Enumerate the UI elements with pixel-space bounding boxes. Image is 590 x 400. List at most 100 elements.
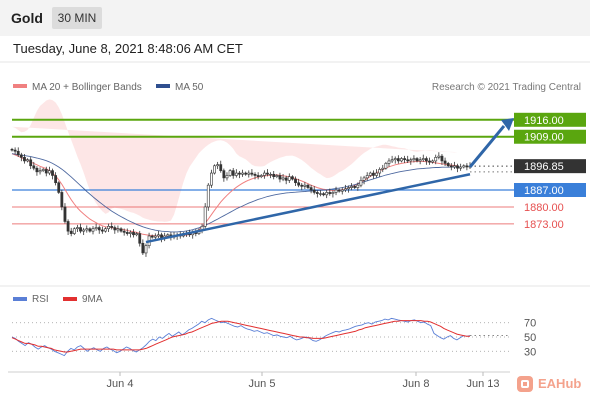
candle-body: [331, 192, 335, 194]
candle: [443, 157, 447, 167]
watermark-text: EAHub: [538, 376, 582, 391]
target-arrow-shaft: [468, 125, 506, 168]
candle: [144, 243, 148, 257]
candle: [141, 239, 145, 256]
candle: [51, 168, 54, 180]
candle: [116, 225, 120, 233]
x-axis: Jun 4 Jun 5 Jun 8 Jun 13: [107, 372, 500, 390]
candle: [340, 187, 344, 195]
candle-body: [97, 227, 101, 231]
candle: [359, 176, 363, 188]
candle: [278, 172, 282, 183]
candle: [60, 189, 64, 211]
candle: [10, 147, 14, 152]
candle: [150, 234, 154, 239]
candle-body: [372, 172, 375, 176]
candle: [213, 164, 216, 175]
candle-body: [465, 165, 469, 168]
level-label-1873.00: 1873.00: [524, 219, 564, 231]
candle: [266, 169, 269, 177]
chart-frame: [0, 61, 590, 373]
candle-body: [453, 165, 456, 168]
candle-body: [309, 187, 313, 191]
candle-body: [51, 170, 54, 176]
candle-body: [219, 164, 223, 171]
candle-body: [57, 182, 61, 193]
candle-body: [306, 184, 310, 188]
candle: [396, 155, 400, 164]
candle: [94, 223, 98, 231]
candle-body: [119, 228, 123, 232]
candle-body: [153, 235, 157, 238]
candle: [459, 163, 463, 171]
candle-body: [110, 226, 114, 228]
legend: MA 20 + Bollinger Bands MA 50 Research ©…: [13, 82, 581, 93]
candle: [113, 225, 117, 234]
candle-body: [449, 165, 453, 168]
candle: [157, 230, 160, 239]
candle: [291, 175, 294, 181]
candle: [350, 183, 354, 191]
candle-body: [85, 228, 89, 231]
candle-body: [337, 189, 341, 192]
candle-body: [303, 184, 307, 187]
candle-body: [69, 230, 73, 234]
candle-body: [29, 159, 33, 167]
rsi-tick-30: 30: [524, 346, 536, 358]
level-labels: 1916.00 1909.00 1896.85 1887.00 1880.00 1873.…: [514, 112, 586, 231]
candle: [412, 155, 416, 163]
candle-body: [94, 227, 98, 230]
candle: [437, 152, 441, 160]
candle: [244, 171, 248, 176]
candle-body: [359, 180, 363, 186]
candle: [393, 156, 397, 164]
legend-label-rsi: RSI: [32, 294, 49, 305]
candle: [384, 161, 388, 170]
candle-body: [262, 172, 266, 176]
candle-body: [437, 155, 441, 158]
candle-body: [421, 158, 425, 161]
candle-body: [446, 163, 450, 167]
candle: [110, 222, 114, 230]
candle-body: [319, 193, 322, 195]
candle-body: [144, 245, 148, 254]
candle-body: [353, 186, 357, 188]
candle: [406, 155, 410, 164]
candle: [210, 169, 213, 188]
candle: [54, 172, 58, 186]
level-label-1880.00: 1880.00: [524, 202, 564, 214]
candle: [365, 172, 369, 181]
candle-body: [10, 149, 14, 151]
candle-body: [328, 192, 332, 194]
candle: [315, 190, 319, 198]
candle: [206, 183, 210, 211]
candle-body: [325, 192, 329, 196]
candle-body: [368, 172, 372, 176]
candle-body: [456, 165, 459, 169]
candle: [29, 157, 33, 170]
candle: [132, 229, 135, 238]
candle-body: [60, 192, 64, 208]
candle-body: [44, 169, 48, 174]
candle: [231, 167, 235, 179]
candle-body: [210, 172, 213, 186]
candle-body: [396, 158, 400, 162]
level-box-1896.85: [514, 159, 586, 174]
candle-body: [253, 173, 257, 176]
candle: [424, 156, 428, 165]
candle-body: [32, 165, 36, 169]
candle: [400, 157, 403, 163]
hub-icon: [517, 376, 533, 392]
candle: [26, 158, 29, 163]
candle: [303, 181, 307, 190]
candle: [35, 166, 39, 176]
timeframe-button[interactable]: 30 MIN: [52, 7, 102, 29]
level-label-1909.00: 1909.00: [524, 132, 564, 144]
candle-body: [390, 159, 394, 162]
candle: [234, 169, 238, 178]
candle: [322, 192, 325, 197]
candle-body: [54, 175, 58, 184]
candle: [66, 219, 70, 236]
candle: [306, 183, 310, 190]
